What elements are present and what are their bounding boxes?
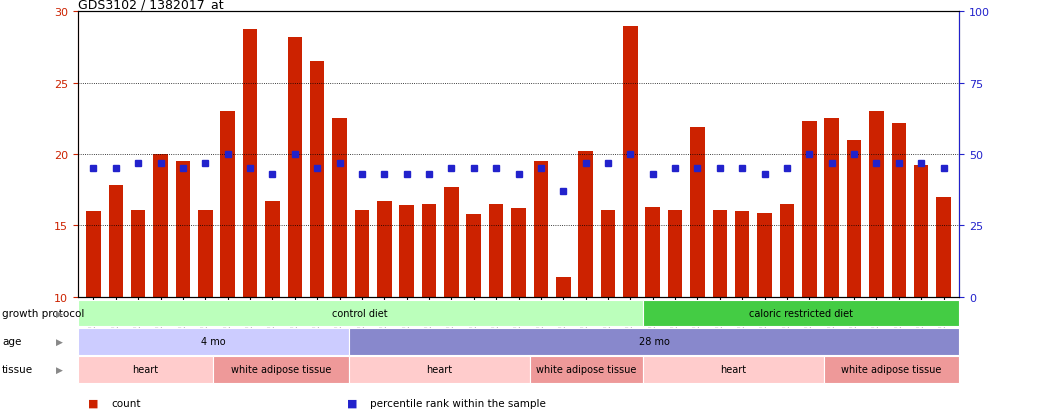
Bar xyxy=(287,38,302,297)
Bar xyxy=(668,210,682,297)
Text: ▶: ▶ xyxy=(56,309,62,318)
Text: ▶: ▶ xyxy=(56,337,62,346)
Text: percentile rank within the sample: percentile rank within the sample xyxy=(370,398,546,408)
Bar xyxy=(399,206,414,297)
Text: control diet: control diet xyxy=(333,308,388,318)
Bar xyxy=(600,210,615,297)
Bar xyxy=(691,128,705,297)
Bar xyxy=(914,166,928,297)
Text: heart: heart xyxy=(720,364,747,375)
Text: 28 mo: 28 mo xyxy=(639,336,670,347)
Bar xyxy=(467,214,481,297)
Text: ■: ■ xyxy=(347,398,358,408)
Bar xyxy=(511,209,526,297)
Bar xyxy=(802,122,816,297)
Bar xyxy=(332,119,346,297)
Bar xyxy=(175,162,190,297)
Text: caloric restricted diet: caloric restricted diet xyxy=(749,308,853,318)
Bar xyxy=(757,213,772,297)
Bar xyxy=(221,112,235,297)
Bar xyxy=(377,202,392,297)
Text: growth protocol: growth protocol xyxy=(2,308,84,318)
Bar xyxy=(892,123,906,297)
Bar xyxy=(534,162,549,297)
Bar xyxy=(109,186,123,297)
Text: tissue: tissue xyxy=(2,364,33,375)
Bar xyxy=(265,202,280,297)
Bar xyxy=(869,112,884,297)
Bar xyxy=(579,152,593,297)
Bar xyxy=(623,26,638,297)
Bar xyxy=(198,210,213,297)
Bar xyxy=(847,140,862,297)
Bar xyxy=(824,119,839,297)
Bar xyxy=(645,207,660,297)
Text: count: count xyxy=(111,398,140,408)
Bar xyxy=(243,29,257,297)
Bar xyxy=(712,210,727,297)
Bar xyxy=(310,62,325,297)
Text: ▶: ▶ xyxy=(56,365,62,374)
Text: 4 mo: 4 mo xyxy=(201,336,226,347)
Text: heart: heart xyxy=(426,364,452,375)
Bar xyxy=(153,155,168,297)
Bar xyxy=(488,204,503,297)
Bar xyxy=(444,188,458,297)
Text: age: age xyxy=(2,336,22,347)
Bar xyxy=(556,277,570,297)
Bar xyxy=(936,197,951,297)
Bar xyxy=(131,210,145,297)
Text: white adipose tissue: white adipose tissue xyxy=(841,364,942,375)
Bar xyxy=(780,204,794,297)
Text: ■: ■ xyxy=(88,398,99,408)
Bar xyxy=(86,211,101,297)
Bar xyxy=(355,210,369,297)
Text: white adipose tissue: white adipose tissue xyxy=(536,364,637,375)
Text: heart: heart xyxy=(133,364,159,375)
Text: white adipose tissue: white adipose tissue xyxy=(231,364,332,375)
Text: GDS3102 / 1382017_at: GDS3102 / 1382017_at xyxy=(78,0,223,11)
Bar xyxy=(422,204,437,297)
Bar xyxy=(735,211,750,297)
